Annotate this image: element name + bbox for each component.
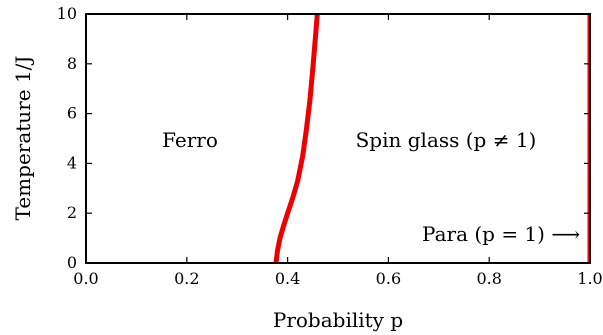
x-tick-label: 0.6 [376, 269, 401, 288]
x-tick-label: 1.0 [577, 269, 602, 288]
region-label-spin-glass: Spin glass (p ≠ 1) [356, 128, 537, 152]
x-tick-label: 0.8 [476, 269, 501, 288]
ferro-spin-glass-boundary-line [273, 14, 320, 263]
y-tick-label: 8 [67, 54, 77, 73]
region-label-ferro: Ferro [162, 128, 218, 152]
y-tick-label: 10 [57, 4, 77, 23]
y-tick-label: 4 [67, 153, 77, 172]
x-tick-label: 0.4 [275, 269, 300, 288]
y-axis-label: Temperature 1/J [11, 56, 35, 221]
x-tick-label: 0.0 [73, 269, 98, 288]
plot-frame [85, 13, 591, 264]
x-tick-label: 0.2 [174, 269, 199, 288]
tick-layer: 0.0 0.2 0.4 0.6 0.8 1.0 0 2 4 6 8 10 [57, 4, 603, 288]
region-label-para: Para (p = 1) ⟶ [422, 222, 580, 246]
y-tick-label: 0 [67, 253, 77, 272]
y-tick-label: 2 [67, 203, 77, 222]
y-tick-label: 6 [67, 104, 77, 123]
series-layer [273, 14, 590, 263]
x-axis-label: Probability p [273, 308, 403, 332]
